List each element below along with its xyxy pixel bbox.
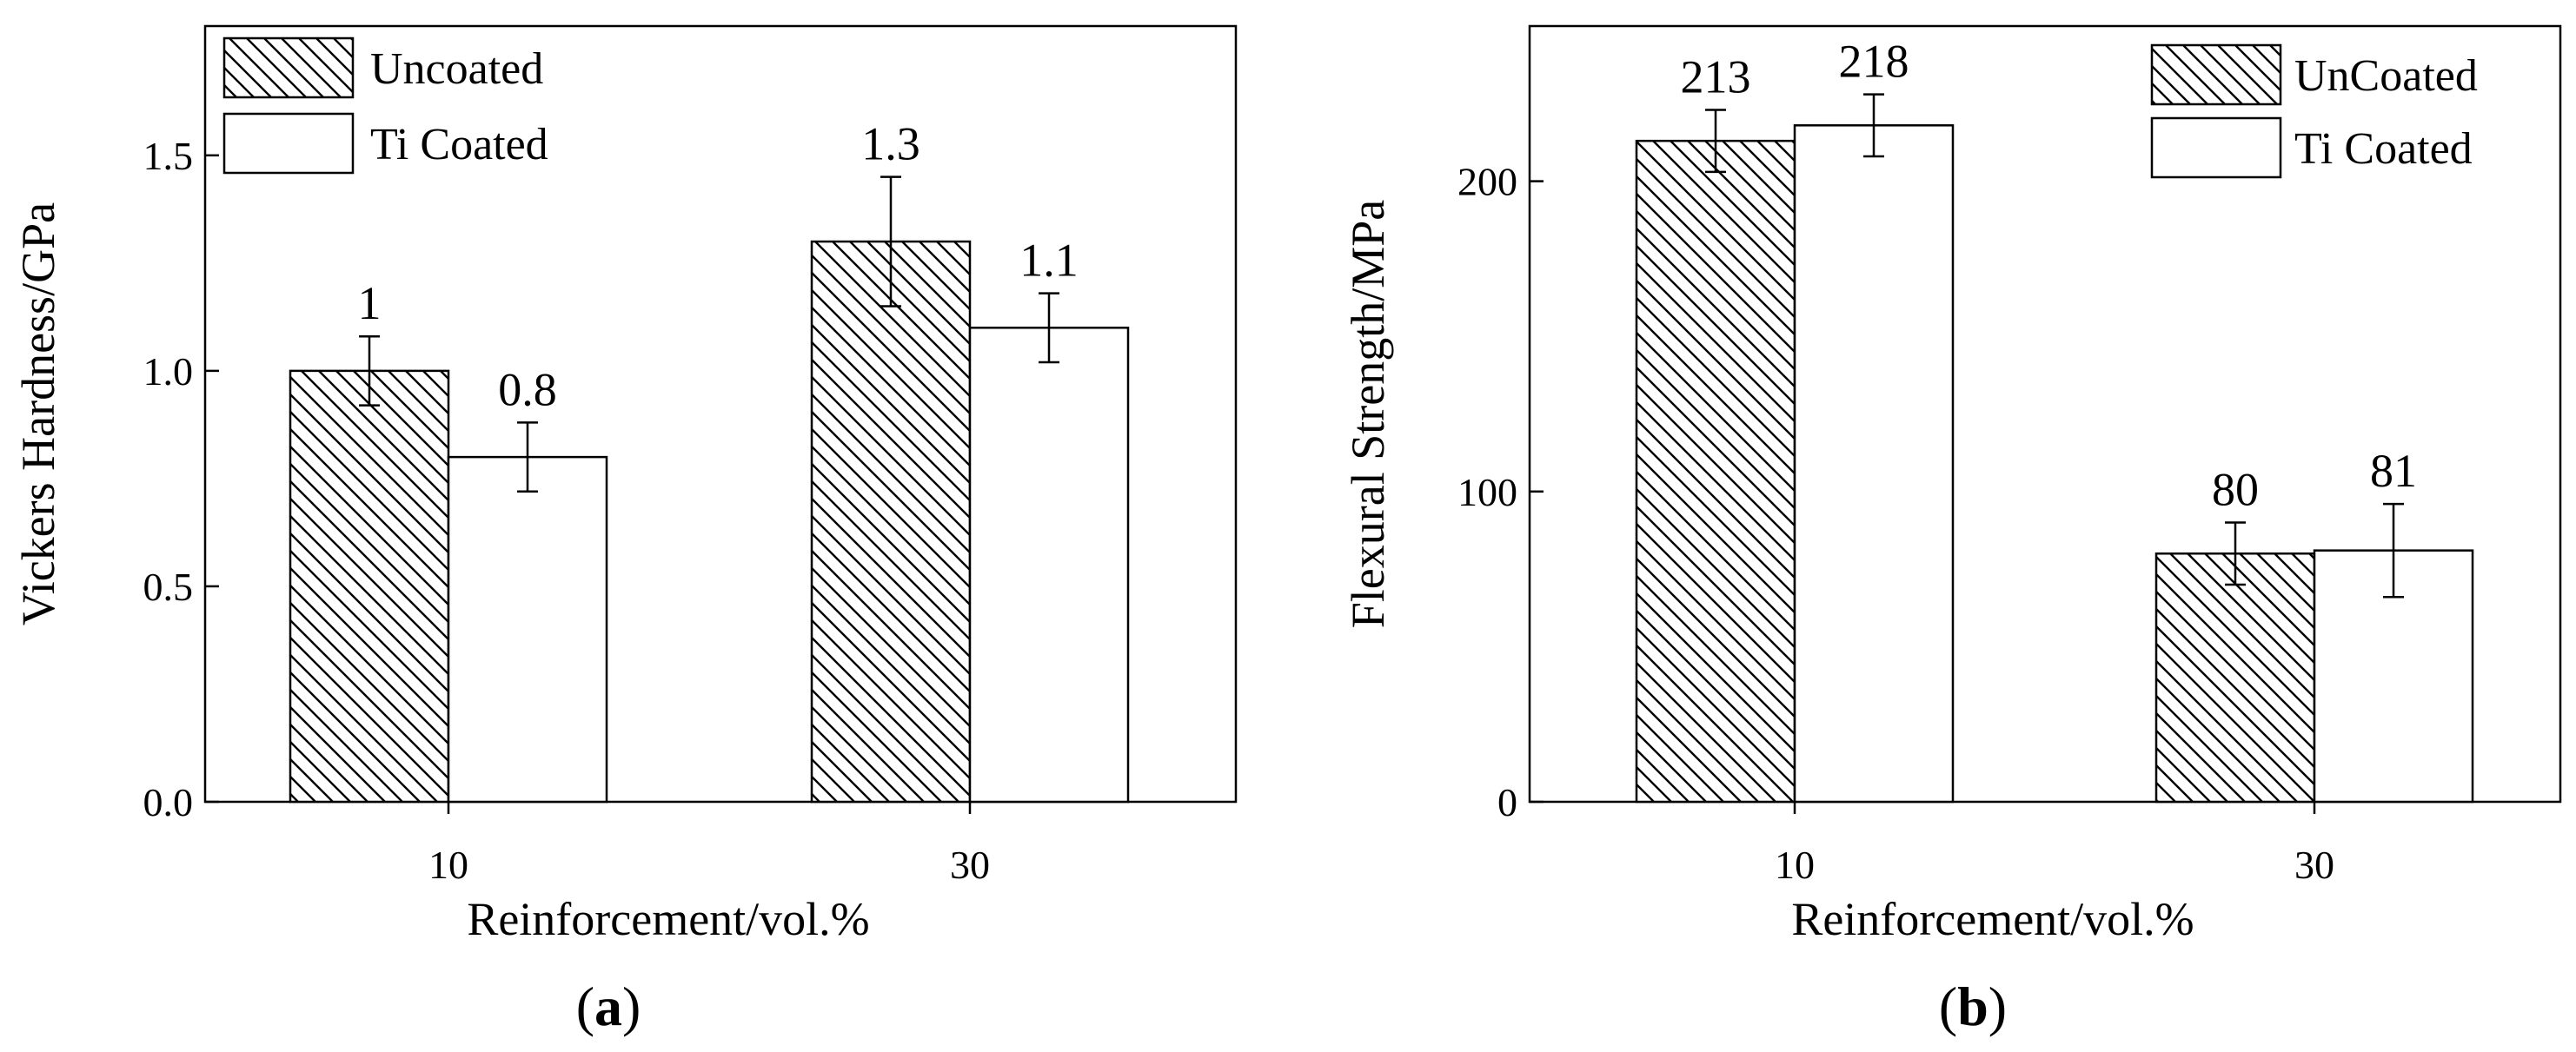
data-label: 213: [1681, 50, 1751, 103]
bar: [289, 369, 450, 804]
panel-paren: (: [1939, 976, 1957, 1037]
data-label: 1.3: [861, 118, 920, 170]
bar: [447, 455, 608, 804]
data-label: 218: [1839, 36, 1909, 88]
bar: [1793, 124, 1955, 804]
legend-swatch: [2150, 43, 2282, 106]
legend-swatch: [222, 112, 355, 175]
x-tick-label: 10: [428, 843, 468, 887]
panel-label: (b): [1939, 976, 2007, 1037]
bar: [968, 327, 1130, 804]
data-label: 80: [2212, 464, 2259, 516]
x-axis-title: Reinforcement/vol.%: [467, 893, 869, 945]
legend-swatch: [222, 36, 355, 99]
legend-label: Uncoated: [370, 44, 543, 94]
y-tick-label: 0.0: [143, 780, 194, 824]
y-tick-label: 0.5: [143, 565, 194, 609]
data-label: 1.1: [1019, 235, 1079, 287]
bar: [1635, 139, 1796, 804]
data-label: 81: [2370, 445, 2417, 497]
plot-frame: [1528, 24, 2562, 804]
plot-frame: [203, 24, 1238, 804]
legend-label: UnCoated: [2294, 51, 2478, 101]
data-label: 0.8: [498, 363, 557, 415]
y-tick-label: 1.0: [143, 349, 194, 394]
y-axis-title: Flexural Strength/MPa: [1342, 200, 1394, 628]
x-tick-label: 30: [950, 843, 990, 887]
bar: [810, 240, 972, 804]
legend-label: Ti Coated: [2294, 124, 2473, 174]
panel-letter: a: [594, 976, 622, 1037]
panel-paren: ): [622, 976, 641, 1037]
x-axis-title: Reinforcement/vol.%: [1791, 893, 2194, 945]
y-tick-label: 100: [1457, 470, 1517, 514]
panel-paren: ): [1988, 976, 2007, 1037]
panel-letter: b: [1957, 976, 1988, 1037]
panel-label: (a): [576, 976, 641, 1037]
chart-panel-a: 0.0 0.5 1.0 1.5 10 30 1 1.3 0.8 1.1 Uncoated Ti Coa…: [12, 24, 1238, 1037]
legend-label: Ti Coated: [370, 120, 548, 169]
y-axis-title: Vickers Hardness/GPa: [12, 202, 64, 625]
legend-swatch: [2150, 116, 2282, 179]
y-tick-label: 0: [1497, 780, 1517, 824]
bar: [2313, 549, 2474, 804]
bar: [2154, 552, 2316, 804]
panel-paren: (: [576, 976, 594, 1037]
x-tick-label: 30: [2294, 843, 2334, 887]
chart-panel-b: 0 100 200 10 30 213 80 218 81 UnCoated Ti Coated Fl…: [1342, 24, 2562, 1037]
y-tick-label: 200: [1457, 160, 1517, 204]
x-tick-label: 10: [1775, 843, 1815, 887]
data-label: 1: [358, 277, 382, 329]
y-tick-label: 1.5: [143, 134, 194, 178]
